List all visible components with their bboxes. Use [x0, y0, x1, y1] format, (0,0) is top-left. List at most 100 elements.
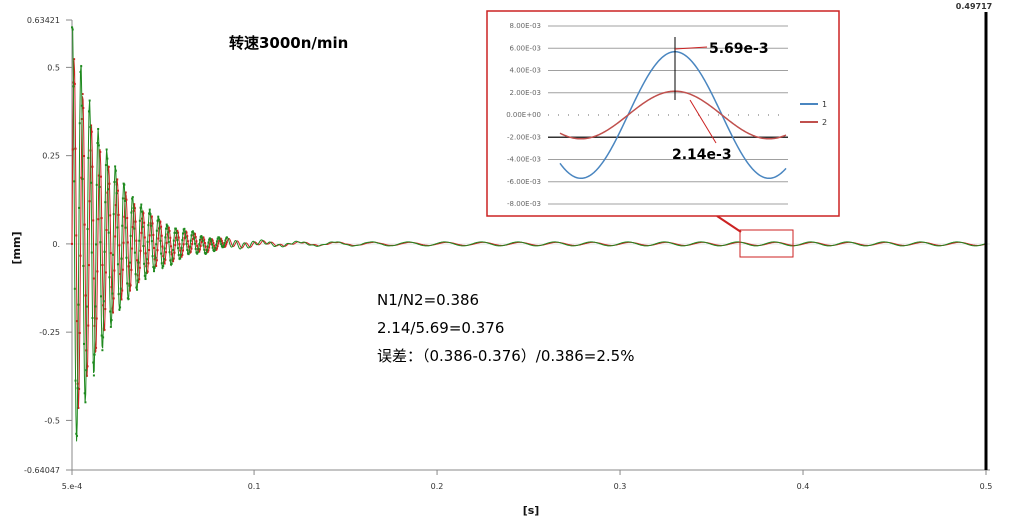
x-tick-label: 0.2 [431, 482, 444, 491]
series-marker-2 [89, 126, 92, 129]
series-marker-1 [129, 284, 132, 287]
series-marker-1 [90, 130, 93, 133]
series-marker-1 [83, 155, 86, 158]
series-marker-2 [121, 197, 124, 200]
series-marker-2 [99, 241, 102, 244]
series-marker-1 [124, 191, 127, 194]
series-marker-2 [216, 237, 219, 240]
series-marker-2 [167, 240, 170, 243]
series-marker-1 [198, 250, 201, 253]
series-marker-2 [107, 231, 110, 234]
series-marker-1 [210, 238, 213, 241]
error-annotation: 误差：（0.386-0.376）/0.386=2.5% [377, 347, 634, 365]
series-marker-1 [189, 250, 192, 253]
series-marker-2 [143, 262, 146, 265]
series-marker-1 [153, 258, 156, 261]
series-marker-2 [75, 434, 78, 437]
series-marker-2 [73, 180, 76, 183]
series-marker-1 [138, 278, 141, 281]
series-marker-2 [186, 248, 189, 251]
series-marker-2 [139, 206, 142, 209]
series-marker-1 [74, 147, 77, 150]
series-marker-1 [134, 220, 137, 223]
series-marker-2 [207, 241, 210, 244]
series-marker-2 [114, 165, 117, 168]
series-marker-1 [119, 272, 122, 275]
series-marker-2 [138, 239, 141, 242]
series-marker-1 [166, 233, 169, 236]
series-marker-2 [214, 246, 217, 249]
cursor[interactable]: 0.49717 [956, 2, 992, 470]
series-marker-2 [117, 293, 120, 296]
speed-annotation: 转速3000n/min [229, 34, 348, 52]
series-marker-2 [171, 257, 174, 260]
series-marker-2 [122, 182, 125, 185]
series-marker-2 [177, 253, 180, 256]
series-marker-2 [201, 236, 204, 239]
series-marker-2 [119, 306, 122, 309]
series-marker-2 [177, 247, 180, 250]
series-marker-1 [127, 265, 130, 268]
series-marker-2 [81, 177, 84, 180]
series-marker-1 [207, 249, 210, 252]
series-marker-1 [130, 268, 133, 271]
series-marker-1 [155, 259, 158, 262]
series-marker-1 [125, 198, 128, 201]
series-marker-1 [92, 277, 95, 280]
series-marker-2 [85, 369, 88, 372]
series-marker-1 [73, 58, 76, 61]
series-marker-2 [71, 28, 74, 31]
series-marker-2 [133, 227, 136, 230]
series-marker-2 [78, 206, 81, 209]
series-marker-1 [71, 148, 74, 151]
series-marker-1 [150, 215, 153, 218]
series-marker-2 [133, 251, 136, 254]
inset-y-tick-label: 6.00E-03 [510, 44, 541, 52]
series-marker-2 [181, 239, 184, 242]
series-marker-1 [204, 245, 207, 248]
series-marker-2 [146, 240, 149, 243]
y-tick-labels: 0.63421 0.5 0.25 0. -0.25 -0.5 -0.64047 [24, 16, 72, 475]
series-marker-2 [127, 297, 130, 300]
series-marker-2 [187, 253, 190, 256]
series-marker-1 [113, 269, 116, 272]
series-marker-1 [148, 248, 151, 251]
series-marker-1 [102, 327, 105, 330]
series-marker-2 [172, 239, 175, 242]
series-marker-2 [220, 243, 223, 246]
series-marker-2 [90, 251, 93, 254]
series-marker-2 [147, 224, 150, 227]
series-marker-1 [211, 239, 214, 242]
series-marker-1 [137, 281, 140, 284]
series-marker-2 [185, 242, 188, 245]
series-marker-1 [136, 259, 139, 262]
series-marker-2 [106, 157, 109, 160]
series-marker-1 [75, 234, 78, 237]
series-marker-1 [181, 253, 184, 256]
series-marker-2 [181, 232, 184, 235]
series-marker-1 [143, 221, 146, 224]
series-marker-2 [131, 197, 134, 200]
series-marker-1 [155, 264, 158, 267]
series-marker-2 [210, 243, 213, 246]
series-marker-1 [133, 203, 136, 206]
y-tick-label: 0. [52, 240, 60, 249]
series-marker-2 [80, 65, 83, 68]
series-marker-2 [198, 243, 201, 246]
series-marker-1 [217, 242, 220, 245]
series-marker-1 [118, 244, 121, 247]
series-marker-1 [199, 244, 202, 247]
series-marker-2 [153, 266, 156, 269]
series-marker-2 [218, 236, 221, 239]
series-marker-1 [177, 236, 180, 239]
series-marker-2 [159, 239, 162, 242]
series-marker-1 [126, 241, 129, 244]
series-marker-2 [223, 244, 226, 247]
series-marker-1 [167, 226, 170, 229]
series-marker-2 [140, 203, 143, 206]
series-marker-2 [197, 247, 200, 250]
series-marker-2 [114, 169, 117, 172]
series-marker-1 [107, 165, 110, 168]
series-marker-2 [125, 256, 128, 259]
series-marker-2 [202, 244, 205, 247]
